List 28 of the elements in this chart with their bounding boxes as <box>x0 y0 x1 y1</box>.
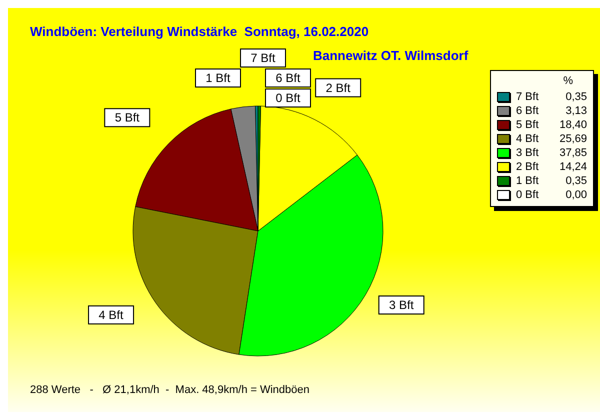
legend-label: 3 Bft <box>516 147 540 159</box>
legend-label: 6 Bft <box>516 105 540 117</box>
slice-label: 5 Bft <box>114 110 140 125</box>
data-label: 3,13 <box>564 105 587 117</box>
slice-label: 4 Bft <box>98 308 124 322</box>
data-label: 18,40 <box>558 119 587 131</box>
data-label: 0,35 <box>564 175 587 187</box>
slice-label: 3 Bft <box>389 298 414 312</box>
legend-label: 4 Bft <box>516 133 540 145</box>
data-label: 25,69 <box>558 133 587 145</box>
data-label: 0,35 <box>564 91 587 103</box>
text: 0,00 <box>566 189 587 201</box>
chart-title: Windböen: Verteilung Windstärke Sonntag, 16.02.2020 <box>30 24 369 39</box>
category-label: 1 Bft <box>206 71 230 85</box>
chart-subtitle: Bannewitz OT. Wilmsdorf <box>313 48 468 63</box>
text: 288 Werte - Ø 21,1km/h - Max. 48,9km/h = Windböen <box>30 384 310 396</box>
category-label: 0 Bft <box>276 91 300 105</box>
slice-label: 7 Bft <box>250 51 276 65</box>
data-label: 37,85 <box>558 147 587 159</box>
legend-label: 7 Bft <box>516 91 540 103</box>
legend-label: 0 Bft <box>516 189 540 201</box>
category-label: 6 Bft <box>276 71 300 85</box>
legend-label: 1 Bft <box>516 175 540 187</box>
legend-label: 2 Bft <box>516 161 540 173</box>
legend-label: 5 Bft <box>516 119 540 131</box>
data-label: 14,24 <box>558 161 587 173</box>
slice-label: 2 Bft <box>326 80 352 95</box>
legend-title: % <box>562 75 574 87</box>
